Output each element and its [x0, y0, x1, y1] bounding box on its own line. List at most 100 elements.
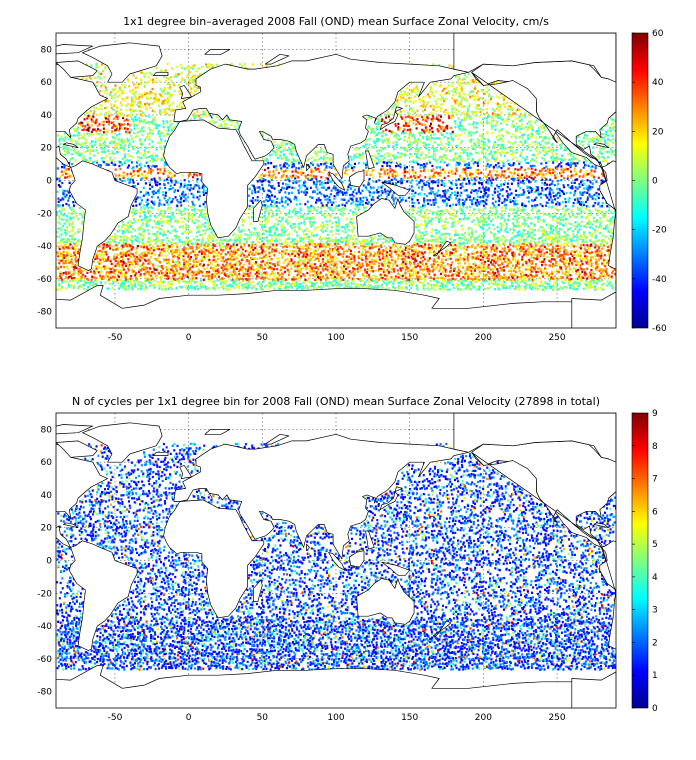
bin-cell [320, 250, 323, 253]
bin-cell [320, 156, 323, 159]
bin-cell [376, 188, 379, 192]
bin-cell [121, 145, 124, 148]
bin-cell [198, 272, 201, 275]
bin-cell [319, 150, 322, 153]
bin-cell [322, 249, 325, 252]
bin-cell [119, 235, 122, 238]
bin-cell [362, 162, 365, 165]
bin-cell [271, 248, 274, 251]
bin-cell [105, 273, 108, 276]
bin-cell [252, 184, 255, 188]
bin-cell [205, 63, 208, 66]
bin-cell [290, 215, 293, 219]
bin-cell [150, 178, 153, 181]
bin-cell [82, 211, 85, 214]
bin-cell [240, 251, 243, 254]
bin-cell [86, 132, 89, 135]
bin-cell [70, 246, 73, 249]
bin-cell [129, 90, 132, 93]
bin-cell [361, 153, 364, 157]
bin-cell [401, 196, 404, 199]
bin-cell [387, 278, 390, 281]
bin-cell [169, 133, 172, 136]
bin-cell [337, 238, 340, 242]
bin-cell [111, 150, 114, 153]
bin-cell [64, 153, 67, 157]
bin-cell [344, 231, 347, 234]
bin-cell [328, 186, 331, 189]
bin-cell [111, 267, 114, 270]
bin-cell [131, 285, 134, 288]
bin-cell [326, 258, 329, 262]
bin-cell [137, 101, 140, 104]
bin-cell [262, 242, 265, 246]
bin-cell [400, 152, 403, 155]
bin-cell [120, 239, 123, 243]
bin-cell [196, 253, 199, 256]
bin-cell [296, 269, 299, 273]
bin-cell [319, 272, 322, 275]
bin-cell [302, 266, 305, 270]
bin-cell [189, 86, 192, 89]
bin-cell [358, 156, 361, 159]
bin-cell [351, 221, 354, 225]
bin-cell [404, 262, 407, 266]
bin-cell [114, 128, 118, 132]
bin-cell [69, 247, 72, 251]
bin-cell [220, 239, 223, 243]
bin-cell [233, 272, 237, 276]
bin-cell [239, 236, 242, 239]
bin-cell [347, 229, 350, 232]
bin-cell [120, 275, 123, 278]
bin-cell [142, 254, 145, 257]
bin-cell [207, 255, 210, 258]
bin-cell [292, 181, 295, 185]
bin-cell [126, 123, 129, 126]
bin-cell [286, 264, 289, 268]
bin-cell [324, 198, 327, 201]
bin-cell [208, 227, 212, 231]
bin-cell [176, 199, 179, 202]
bin-cell [402, 288, 405, 291]
bin-cell [100, 108, 103, 111]
bin-cell [376, 117, 380, 121]
bin-cell [345, 191, 348, 194]
bin-cell [303, 265, 307, 268]
bin-cell [315, 177, 318, 181]
bin-cell [408, 214, 411, 217]
bin-cell [207, 275, 210, 278]
bin-cell [65, 202, 68, 206]
bin-cell [258, 186, 261, 189]
bin-cell [385, 274, 388, 277]
bin-cell [203, 258, 206, 261]
bin-cell [330, 180, 333, 184]
bin-cell [319, 264, 322, 267]
bin-cell [248, 260, 251, 263]
bin-cell [248, 278, 251, 281]
bin-cell [348, 276, 351, 279]
bin-cell [355, 242, 358, 245]
bin-cell [104, 250, 107, 254]
bin-cell [405, 104, 408, 107]
bin-cell [308, 210, 311, 213]
bin-cell [161, 264, 164, 268]
bin-cell [401, 250, 404, 253]
bin-cell [196, 226, 199, 229]
bin-cell [157, 132, 160, 135]
bin-cell [350, 158, 353, 161]
bin-cell [103, 148, 106, 151]
bin-cell [131, 260, 134, 263]
bin-cell [162, 231, 166, 234]
bin-cell [385, 128, 388, 131]
bin-cell [397, 128, 400, 131]
bin-cell [114, 241, 117, 244]
bin-cell [149, 128, 152, 132]
bin-cell [210, 278, 213, 281]
bin-cell [382, 147, 385, 150]
bin-cell [188, 279, 191, 283]
bin-cell [298, 227, 301, 231]
bin-cell [77, 279, 80, 282]
bin-cell [153, 203, 156, 206]
bin-cell [121, 83, 124, 86]
bin-cell [326, 198, 329, 201]
